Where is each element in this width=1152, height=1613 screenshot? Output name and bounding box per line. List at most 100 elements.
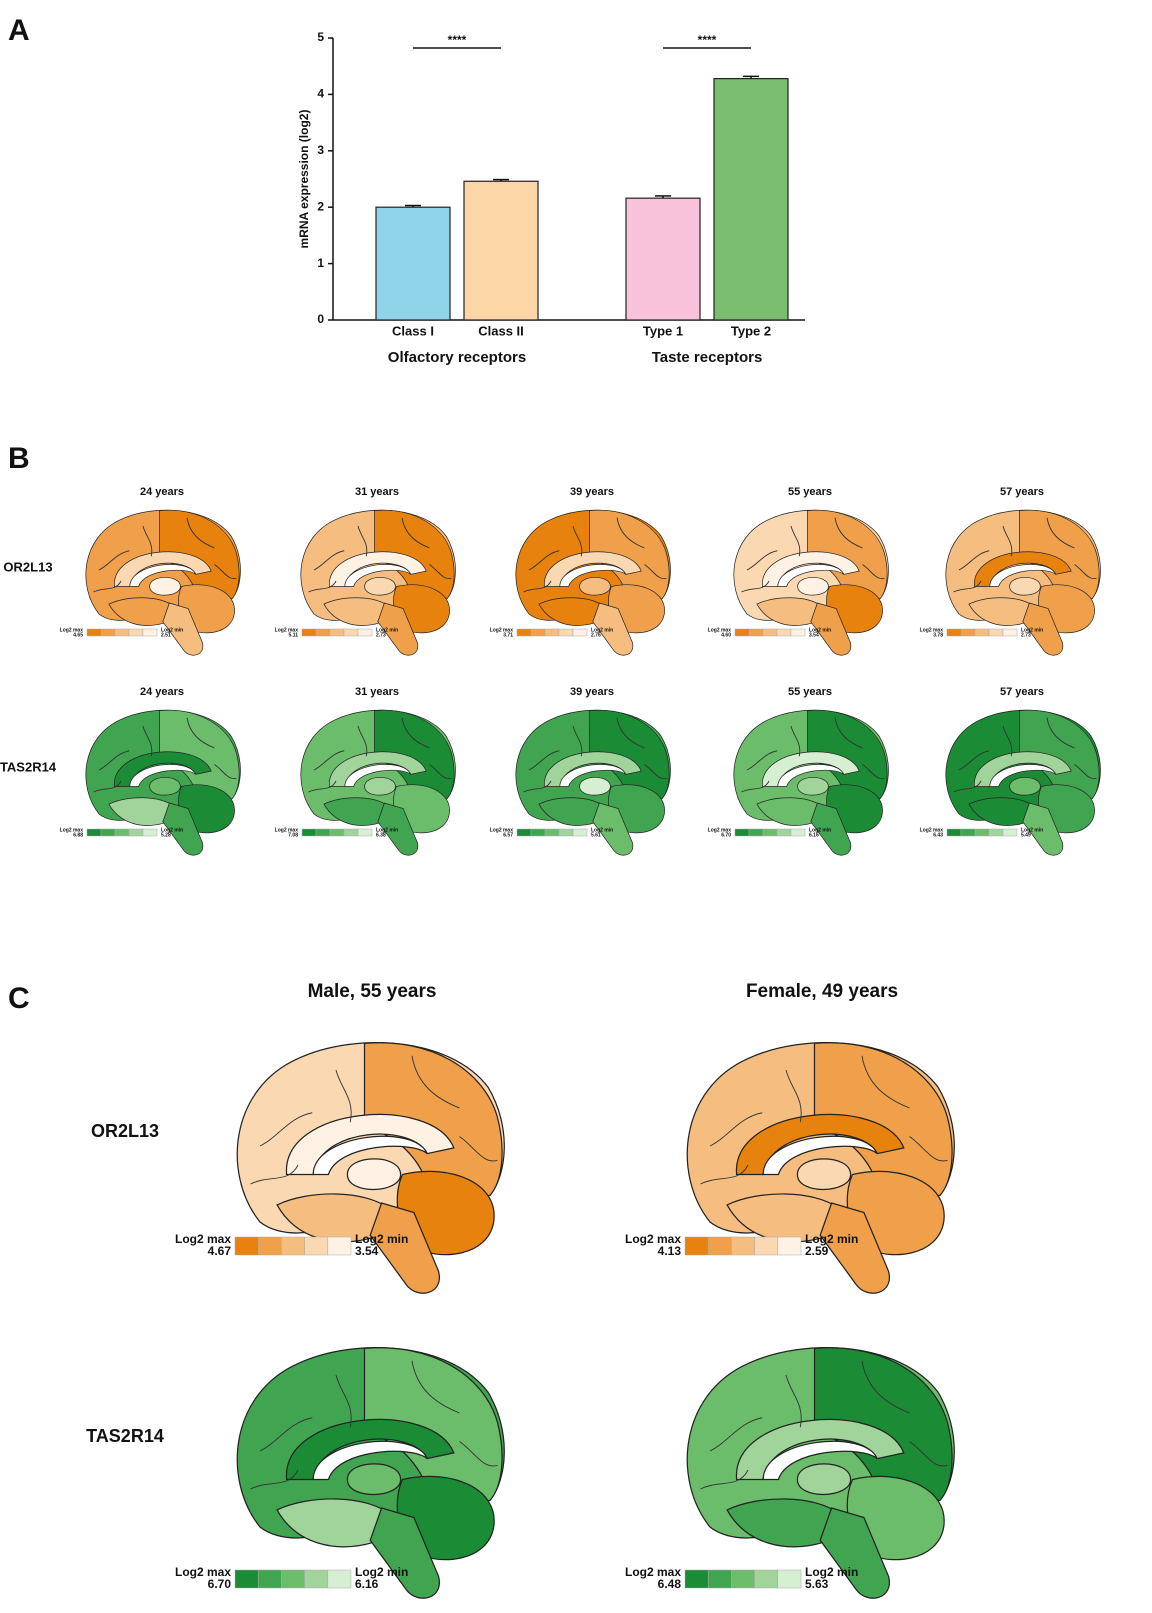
legend-swatch bbox=[790, 628, 806, 637]
legend-swatch bbox=[257, 1569, 282, 1589]
legend-swatch bbox=[776, 828, 792, 837]
brain-region bbox=[363, 1042, 503, 1200]
legend-min-value: 2.59 bbox=[805, 1244, 829, 1258]
panel-label: A bbox=[8, 14, 30, 47]
sulcus bbox=[523, 580, 552, 593]
legend-swatch bbox=[776, 628, 792, 637]
sulcus bbox=[93, 780, 122, 793]
sulcus bbox=[785, 1069, 802, 1123]
corpus-callosum bbox=[989, 564, 1057, 587]
y-tick-label: 3 bbox=[317, 143, 324, 157]
brain-region bbox=[974, 551, 1072, 587]
legend-swatch bbox=[558, 628, 574, 637]
legend-swatch bbox=[946, 828, 962, 837]
legend-max-label: Log2 max bbox=[275, 627, 299, 633]
brain-region bbox=[819, 1507, 890, 1599]
sulcus bbox=[259, 1417, 313, 1452]
sulcus bbox=[741, 580, 770, 593]
legend-min-label: Log2 min bbox=[805, 1232, 858, 1246]
significance-label: **** bbox=[698, 33, 717, 47]
legend-swatch bbox=[974, 828, 990, 837]
sulcus bbox=[401, 717, 430, 749]
corpus-callosum bbox=[777, 564, 845, 587]
sulcus bbox=[142, 725, 153, 757]
legend-min-label: Log2 min bbox=[355, 1565, 408, 1579]
brain-region bbox=[797, 577, 829, 596]
sulcus bbox=[909, 1136, 948, 1162]
sulcus bbox=[259, 1112, 313, 1147]
brain-region bbox=[377, 602, 419, 656]
brain-region bbox=[579, 577, 611, 596]
legend-min-value: 3.54 bbox=[355, 1244, 379, 1258]
bar bbox=[375, 206, 451, 321]
sulcus bbox=[250, 1469, 299, 1490]
brain-region bbox=[797, 777, 829, 796]
y-tick-label: 2 bbox=[317, 199, 324, 213]
legend-swatch bbox=[530, 628, 546, 637]
legend-swatch bbox=[734, 628, 750, 637]
legend-swatch bbox=[329, 628, 345, 637]
legend-min-label: Log2 min bbox=[376, 627, 398, 633]
map-title: 55 years bbox=[788, 686, 832, 698]
column-title: Male, 55 years bbox=[308, 981, 437, 1002]
legend-swatch bbox=[572, 628, 588, 637]
legend-swatch bbox=[946, 628, 962, 637]
sulcus bbox=[834, 717, 863, 749]
brain-region bbox=[159, 509, 240, 602]
legend-swatch bbox=[754, 1236, 779, 1256]
sulcus bbox=[429, 564, 452, 580]
x-tick-label: Type 2 bbox=[731, 323, 771, 338]
legend-max-value: 6.88 bbox=[73, 832, 83, 838]
sulcus bbox=[335, 1374, 352, 1428]
sulcus bbox=[616, 717, 645, 749]
brain-region bbox=[114, 551, 212, 587]
brain-region bbox=[589, 509, 670, 602]
legend-max-value: 4.67 bbox=[208, 1244, 232, 1258]
legend-max-value: 6.70 bbox=[208, 1577, 232, 1591]
legend-min-label: Log2 min bbox=[805, 1565, 858, 1579]
legend-max-label: Log2 max bbox=[920, 627, 944, 633]
sulcus bbox=[1074, 764, 1097, 780]
legend-swatch bbox=[748, 828, 764, 837]
legend-min-value: 2.76 bbox=[591, 632, 601, 638]
brain-region bbox=[346, 1463, 402, 1496]
sulcus bbox=[862, 564, 885, 580]
brain-region bbox=[544, 551, 642, 587]
legend-swatch bbox=[988, 628, 1004, 637]
brain-map bbox=[85, 709, 241, 856]
sulcus bbox=[709, 1417, 763, 1452]
legend-swatch bbox=[304, 1236, 329, 1256]
legend-max-label: Log2 max bbox=[60, 827, 84, 833]
brain-region bbox=[807, 709, 888, 802]
brain-map bbox=[515, 709, 671, 856]
y-axis-label: mRNA expression (log2) bbox=[297, 110, 311, 249]
legend-swatch bbox=[544, 628, 560, 637]
corpus-callosum bbox=[129, 764, 197, 787]
legend-min-label: Log2 min bbox=[376, 827, 398, 833]
brain-region bbox=[1019, 709, 1100, 802]
sulcus bbox=[411, 1055, 460, 1109]
brain-region bbox=[813, 1347, 953, 1505]
legend-max-label: Log2 max bbox=[490, 627, 514, 633]
sulcus bbox=[429, 764, 452, 780]
sulcus bbox=[528, 550, 560, 571]
legend-swatch bbox=[329, 828, 345, 837]
sulcus bbox=[700, 1164, 749, 1185]
brain-region bbox=[329, 751, 427, 787]
corpus-callosum bbox=[762, 1440, 878, 1481]
brain-region bbox=[592, 802, 634, 856]
sulcus bbox=[572, 725, 583, 757]
sulcus bbox=[214, 764, 237, 780]
brain-region bbox=[162, 802, 204, 856]
map-title: 57 years bbox=[1000, 486, 1044, 498]
x-tick-label: Class I bbox=[392, 323, 434, 338]
brain-region bbox=[329, 551, 427, 587]
legend-swatch bbox=[357, 628, 373, 637]
legend-min-label: Log2 min bbox=[591, 827, 613, 833]
legend-swatch bbox=[301, 828, 317, 837]
sulcus bbox=[616, 517, 645, 549]
legend-min-value: 5.49 bbox=[1021, 832, 1031, 838]
legend-swatch bbox=[86, 628, 102, 637]
y-tick-label: 4 bbox=[317, 87, 324, 101]
x-tick-label: Type 1 bbox=[643, 323, 683, 338]
